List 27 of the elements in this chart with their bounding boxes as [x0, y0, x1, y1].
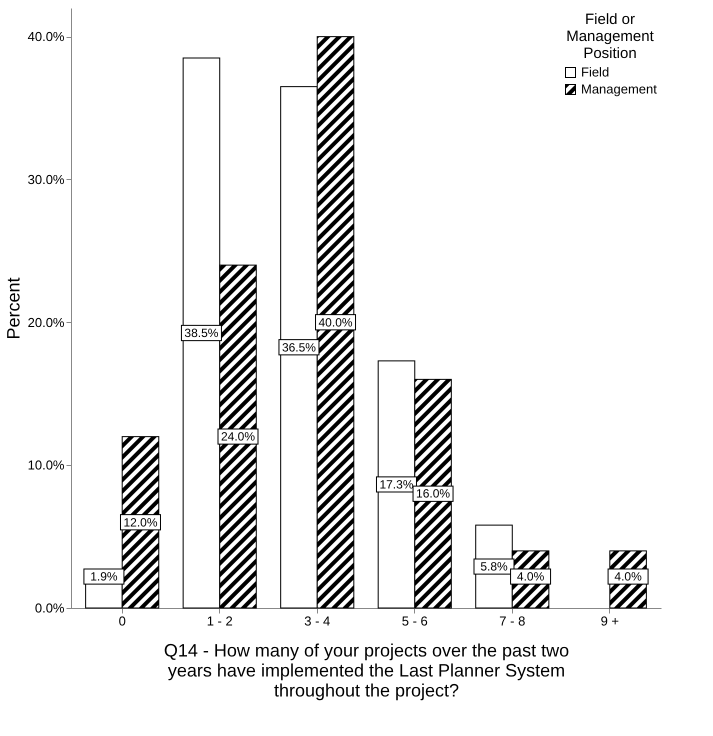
x-tick-label: 1 - 2	[206, 614, 233, 628]
data-label: 1.9%	[90, 570, 118, 584]
data-label: 36.5%	[282, 340, 316, 354]
legend-label: Field	[581, 64, 610, 80]
x-tick-label: 7 - 8	[499, 614, 526, 628]
data-label: 16.0%	[416, 486, 450, 501]
x-tick-label: 5 - 6	[402, 614, 428, 628]
legend-label: Management	[581, 82, 658, 96]
data-label: 17.3%	[379, 477, 414, 492]
data-label: 38.5%	[184, 326, 219, 340]
data-label: 12.0%	[123, 515, 158, 530]
x-tick-label: 0	[118, 614, 126, 628]
x-tick-label: 9 +	[600, 614, 620, 628]
data-label: 4.0%	[516, 570, 545, 584]
y-tick-label: 20.0%	[28, 314, 65, 330]
y-tick-label: 0.0%	[34, 600, 65, 616]
y-axis-title: Percent	[4, 277, 24, 340]
data-label: 4.0%	[614, 570, 642, 584]
data-label: 40.0%	[318, 315, 353, 330]
y-tick-label: 40.0%	[28, 29, 65, 44]
legend-title: Field or Management Position	[566, 11, 655, 62]
data-label: 24.0%	[220, 430, 256, 444]
x-tick-label: 3 - 4	[304, 614, 330, 628]
data-label: 5.8%	[480, 560, 508, 574]
y-tick-label: 30.0%	[28, 172, 65, 187]
x-axis-title: Q14 - How many of your projects over the past two years have implemented the Last Planner System throughout the project?	[164, 640, 570, 700]
y-tick-label: 10.0%	[28, 458, 65, 473]
